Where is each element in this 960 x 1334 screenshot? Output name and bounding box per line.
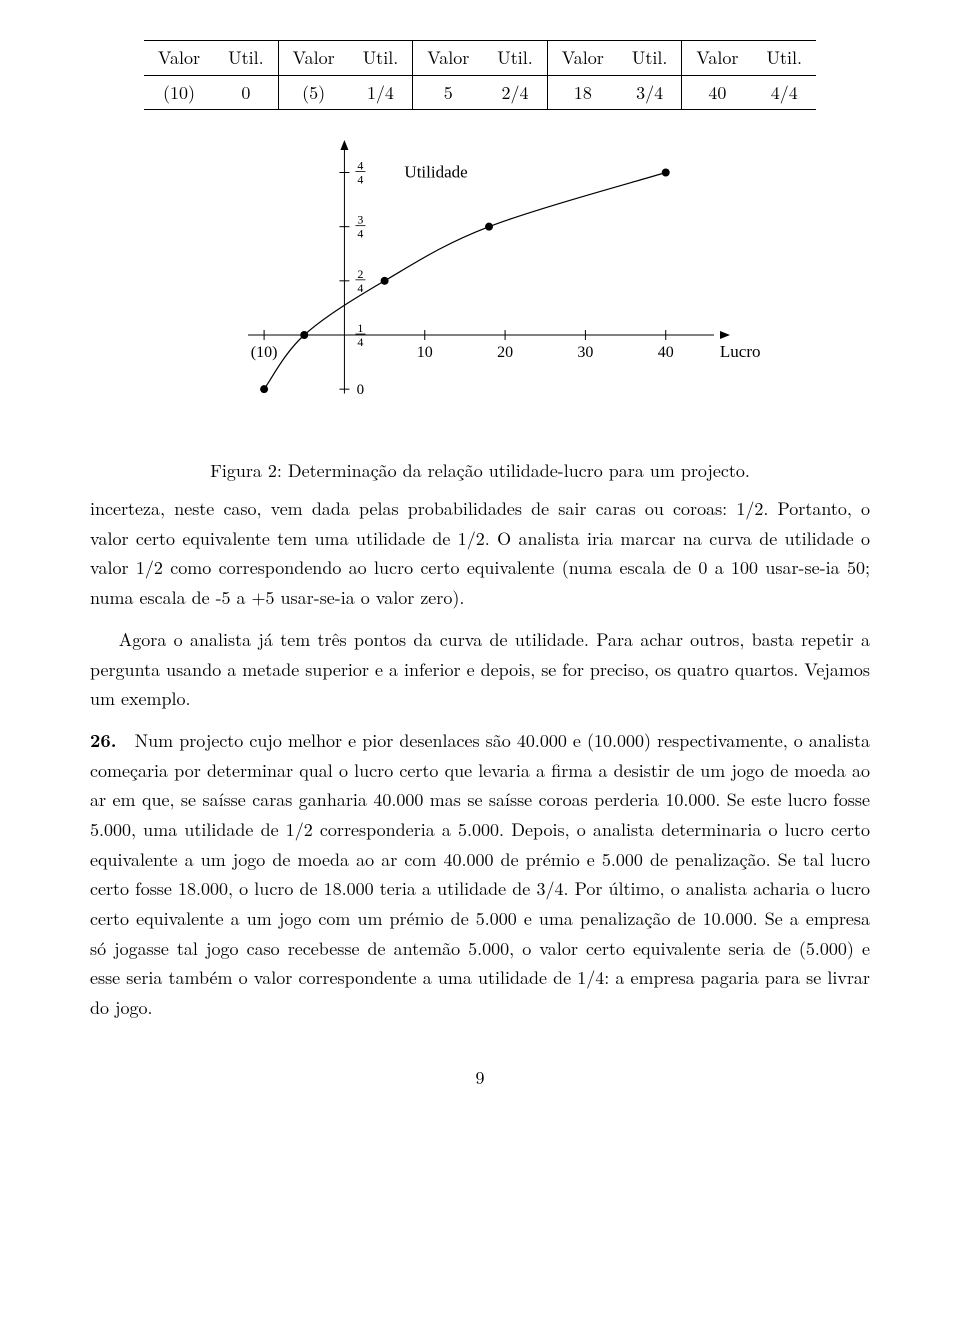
td: 18 xyxy=(547,75,618,110)
svg-text:2: 2 xyxy=(357,267,363,281)
paragraph: 26. Num projecto cujo melhor e pior dese… xyxy=(90,726,870,1023)
svg-text:40: 40 xyxy=(658,344,674,361)
svg-text:(10): (10) xyxy=(251,344,278,361)
th: Valor xyxy=(413,41,484,76)
td: 2/4 xyxy=(483,75,547,110)
td: (10) xyxy=(144,75,214,110)
svg-text:4: 4 xyxy=(357,173,363,187)
svg-text:0: 0 xyxy=(357,383,365,399)
th: Valor xyxy=(144,41,214,76)
th: Util. xyxy=(618,41,682,76)
svg-text:10: 10 xyxy=(417,344,433,361)
td: 3/4 xyxy=(618,75,682,110)
svg-text:Utilidade: Utilidade xyxy=(404,163,467,182)
paragraph-lead: 26. xyxy=(90,728,116,753)
td: 40 xyxy=(682,75,753,110)
utility-chart: (10)10203040Lucro014243444Utilidade xyxy=(170,120,790,450)
svg-text:4: 4 xyxy=(357,281,363,295)
td: (5) xyxy=(278,75,349,110)
paragraph: incerteza, neste caso, vem dada pelas pr… xyxy=(90,494,870,613)
table-header-row: Valor Util. Valor Util. Valor Util. Valo… xyxy=(144,41,816,76)
svg-text:Lucro: Lucro xyxy=(720,342,761,361)
paragraph: Agora o analista já tem três pontos da c… xyxy=(90,625,870,714)
svg-text:3: 3 xyxy=(357,213,363,227)
td: 0 xyxy=(214,75,278,110)
th: Util. xyxy=(214,41,278,76)
svg-text:20: 20 xyxy=(497,344,513,361)
svg-text:4: 4 xyxy=(357,227,363,241)
svg-text:30: 30 xyxy=(577,344,593,361)
paragraph-body: Num projecto cujo melhor e pior desenlac… xyxy=(90,728,870,1020)
valor-util-table: Valor Util. Valor Util. Valor Util. Valo… xyxy=(144,40,816,110)
th: Valor xyxy=(682,41,753,76)
td: 4/4 xyxy=(752,75,816,110)
svg-text:1: 1 xyxy=(357,321,363,335)
svg-text:4: 4 xyxy=(357,159,363,173)
th: Valor xyxy=(547,41,618,76)
table-row: (10) 0 (5) 1/4 5 2/4 18 3/4 40 4/4 xyxy=(144,75,816,110)
th: Valor xyxy=(278,41,349,76)
td: 1/4 xyxy=(349,75,413,110)
td: 5 xyxy=(413,75,484,110)
svg-text:4: 4 xyxy=(357,335,363,349)
th: Util. xyxy=(349,41,413,76)
figure-caption: Figura 2: Determinação da relação utilid… xyxy=(90,456,870,486)
page-number: 9 xyxy=(90,1063,870,1093)
th: Util. xyxy=(483,41,547,76)
th: Util. xyxy=(752,41,816,76)
utility-chart-figure: (10)10203040Lucro014243444Utilidade Figu… xyxy=(90,120,870,486)
